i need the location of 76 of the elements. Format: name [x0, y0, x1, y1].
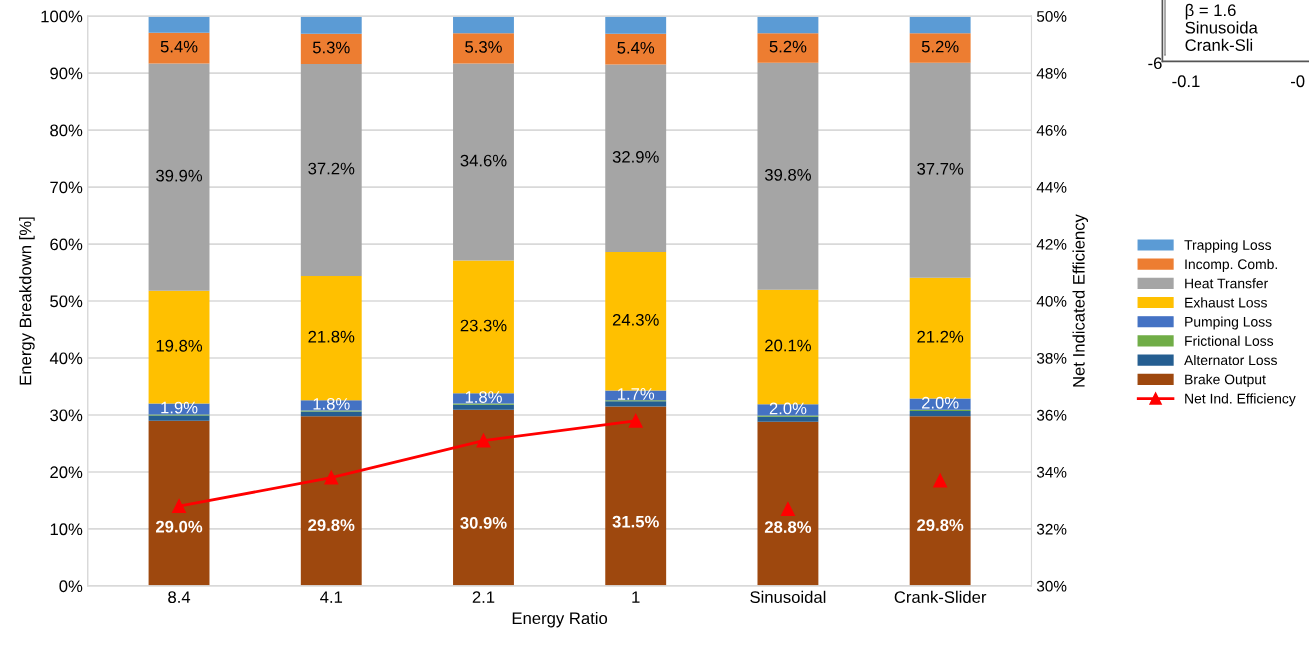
data-label: 23.3%: [460, 319, 507, 332]
text: -0: [1290, 75, 1305, 88]
data-label: 1.9%: [161, 401, 198, 414]
data-label: 21.2%: [917, 330, 964, 343]
legend-label: Net Ind. Efficiency: [1185, 393, 1296, 407]
text: Sinusoida: [1185, 21, 1258, 34]
data-label: 32.9%: [612, 150, 659, 163]
x-tick-label: 1: [632, 591, 640, 603]
legend-label: Exhaust Loss: [1185, 297, 1267, 308]
data-label: 1.8%: [313, 397, 350, 410]
y-tick-label: 80%: [50, 124, 83, 137]
text: -0.1: [1172, 75, 1200, 88]
y2-tick-label: 34%: [1036, 466, 1067, 478]
y-tick-label: 20%: [50, 466, 83, 479]
x-tick-label: 2.1: [472, 591, 495, 603]
legend-label: Incomp. Comb.: [1185, 258, 1277, 272]
data-label: 21.8%: [308, 330, 355, 343]
data-label: 34.6%: [460, 154, 507, 167]
data-label: 5.4%: [617, 41, 655, 54]
y-tick-label: 90%: [50, 67, 83, 80]
y-tick-label: 10%: [50, 523, 83, 536]
data-label: 31.5%: [612, 515, 659, 528]
y-tick-label: 70%: [50, 181, 83, 194]
y-tick-label: 40%: [49, 352, 83, 365]
y-tick-label: 30%: [50, 409, 83, 422]
legend-label: Pumping Loss: [1185, 316, 1272, 330]
data-label: 30.9%: [460, 516, 507, 529]
y-tick-label: 0%: [59, 580, 83, 593]
data-label: 2.0%: [922, 396, 959, 409]
y2-tick-label: 42%: [1036, 238, 1067, 250]
x-tick-label: Crank-Slider: [894, 590, 987, 604]
y2-tick-label: 32%: [1036, 523, 1067, 535]
data-label: 28.8%: [764, 521, 812, 533]
data-label: 5.4%: [160, 40, 198, 53]
y2-tick-label: 48%: [1036, 67, 1067, 79]
y2-tick-label: 38%: [1036, 352, 1067, 364]
x-tick-label: 8.4: [168, 591, 191, 604]
x-tick-label: 4.1: [320, 591, 343, 603]
y2-tick-label: 46%: [1036, 124, 1067, 136]
data-label: 20.1%: [765, 339, 811, 352]
y2-tick-label: 30%: [1036, 580, 1067, 592]
y2-tick-label: 50%: [1036, 11, 1067, 22]
y2-tick-label: 36%: [1036, 409, 1067, 421]
data-label: 19.8%: [156, 339, 203, 352]
data-label: 1.8%: [465, 391, 502, 403]
x-axis-title: Energy Ratio: [512, 611, 608, 628]
text: -6: [1148, 57, 1162, 70]
data-label: 5.3%: [312, 41, 350, 54]
legend-label: Brake Output: [1185, 374, 1266, 388]
data-label: 37.2%: [308, 162, 355, 175]
data-label: 5.3%: [465, 41, 502, 53]
y2-tick-label: 44%: [1036, 182, 1067, 193]
data-label: 39.8%: [764, 168, 811, 181]
y-tick-label: 60%: [50, 238, 83, 251]
data-label: 5.2%: [921, 40, 959, 53]
y-tick-label: 50%: [50, 295, 83, 308]
legend-label: Alternator Loss: [1184, 354, 1277, 366]
data-label: 39.9%: [156, 169, 203, 182]
data-label: 24.3%: [612, 313, 659, 326]
y2-axis-title: Net Indicated Efficiency: [1072, 214, 1089, 387]
y-axis-title: Energy Breakdown [%]: [19, 217, 35, 385]
data-label: 37.7%: [917, 162, 964, 175]
data-label: 29.8%: [308, 519, 355, 531]
legend-label: Heat Transfer: [1185, 278, 1268, 289]
data-label: 2.0%: [769, 402, 807, 415]
data-label: 5.2%: [769, 40, 807, 53]
legend-label: Trapping Loss: [1184, 239, 1272, 253]
data-label: 1.7%: [617, 388, 655, 400]
data-label: 29.0%: [155, 520, 203, 533]
y2-tick-label: 40%: [1036, 295, 1067, 307]
legend-label: Frictional Loss: [1185, 335, 1274, 346]
text: Crank-Sli: [1185, 38, 1253, 51]
data-label: 29.8%: [917, 519, 964, 531]
text: β = 1.6: [1185, 3, 1236, 20]
y-tick-label: 100%: [41, 10, 83, 23]
x-tick-label: Sinusoidal: [750, 590, 826, 604]
